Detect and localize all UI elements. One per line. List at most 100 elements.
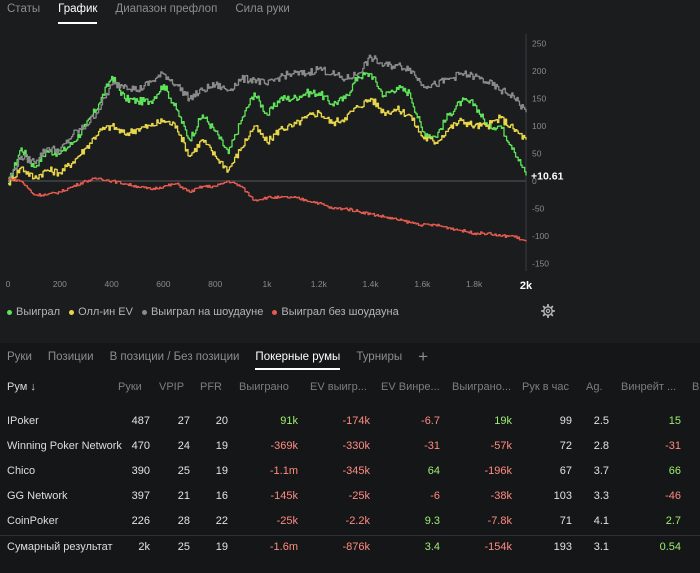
column-header-room[interactable]: Рум ↓ bbox=[7, 381, 36, 393]
ev-won-cell: -876k bbox=[342, 541, 370, 553]
tab-hand-strength[interactable]: Сила руки bbox=[235, 3, 290, 15]
hands-cell: 2k bbox=[138, 541, 150, 553]
y-tick-label: -150 bbox=[532, 259, 549, 269]
room-name: Winning Poker Network bbox=[7, 440, 122, 452]
column-header-ev-winrate[interactable]: EV Винре... bbox=[381, 381, 440, 393]
tab-preflop-range[interactable]: Диапазон префлоп bbox=[115, 3, 218, 15]
bottom-tab-bar: Руки Позиции В позиции / Без позиции Пок… bbox=[0, 343, 428, 371]
chart-legend: Выиграл Олл-ин EV Выиграл на шоудауне Вы… bbox=[7, 306, 399, 318]
table-header: Рум ↓ Руки VPIP PFR Выиграно EV выигр...… bbox=[0, 374, 700, 402]
legend-item-allin-ev[interactable]: Олл-ин EV bbox=[69, 306, 133, 318]
y-tick-label: 0 bbox=[532, 176, 537, 186]
table-row[interactable]: IPoker 487 27 20 91k -174k -6.7 19k 99 2.5 15 bbox=[0, 409, 700, 434]
legend-item-won[interactable]: Выиграл bbox=[7, 306, 60, 318]
tab-positions[interactable]: Позиции bbox=[47, 351, 94, 363]
tab-tournaments[interactable]: Турниры bbox=[356, 351, 403, 363]
vpip-cell: 28 bbox=[177, 515, 190, 527]
pfr-cell: 19 bbox=[215, 541, 228, 553]
ev-won-cell: -174k bbox=[342, 415, 370, 427]
won-2-cell: -196k bbox=[484, 465, 512, 477]
ev-winrate-cell: 64 bbox=[427, 465, 440, 477]
y-tick-label: 50 bbox=[532, 149, 542, 159]
hands-cell: 390 bbox=[131, 465, 150, 477]
vpip-cell: 25 bbox=[177, 541, 190, 553]
x-tick-label: 400 bbox=[105, 279, 119, 289]
x-tick-label: 1.2k bbox=[311, 279, 328, 289]
winrate-cell: 15 bbox=[668, 415, 681, 427]
aggression-cell: 3.3 bbox=[593, 490, 609, 502]
tab-hands[interactable]: Руки bbox=[7, 351, 32, 363]
ev-won-cell: -25k bbox=[348, 490, 370, 502]
x-tick-label: 1.4k bbox=[363, 279, 380, 289]
column-header-hands-per-hour[interactable]: Рук в час bbox=[522, 381, 569, 393]
tab-graph[interactable]: График bbox=[58, 0, 98, 24]
winnings-chart[interactable]: 250 200 150 100 50 0 -50 -100 -150 0 200 400 600 800 1… bbox=[0, 20, 700, 300]
won-cell: -369k bbox=[270, 440, 298, 452]
won-cell: 91k bbox=[280, 415, 298, 427]
legend-label: Выиграл без шоудауна bbox=[281, 306, 399, 318]
winrate-cell: 0.54 bbox=[659, 541, 681, 553]
pfr-cell: 19 bbox=[215, 465, 228, 477]
column-header-won[interactable]: Выиграно bbox=[239, 381, 289, 393]
summary-divider bbox=[0, 535, 700, 536]
ev-won-cell: -345k bbox=[342, 465, 370, 477]
column-header-won-2[interactable]: Выиграно... bbox=[452, 381, 511, 393]
y-tick-label: -100 bbox=[532, 231, 549, 241]
won-2-cell: -38k bbox=[490, 490, 512, 502]
legend-dot bbox=[141, 309, 147, 315]
column-header-winrate[interactable]: Винрейт ... bbox=[621, 381, 677, 393]
x-tick-label: 1.6k bbox=[414, 279, 431, 289]
ev-winrate-cell: 3.4 bbox=[424, 541, 440, 553]
ev-winrate-cell: -31 bbox=[424, 440, 440, 452]
y-tick-label: 250 bbox=[532, 39, 546, 49]
hands-per-hour-cell: 193 bbox=[553, 541, 572, 553]
hands-per-hour-cell: 103 bbox=[553, 490, 572, 502]
column-header-ev-won[interactable]: EV выигр... bbox=[310, 381, 367, 393]
summary-row[interactable]: Сумарный результат 2k 25 19 -1.6m -876k 3.4 -15… bbox=[0, 535, 700, 560]
won-2-cell: -57k bbox=[490, 440, 512, 452]
table-row[interactable]: Winning Poker Network 470 24 19 -369k -330k -3… bbox=[0, 434, 700, 459]
aggression-cell: 2.8 bbox=[593, 440, 609, 452]
add-tab-button[interactable]: + bbox=[418, 347, 429, 366]
table-row[interactable]: Chico 390 25 19 -1.1m -345k 64 -196k 67 3.7 66 bbox=[0, 459, 700, 484]
x-tick-label: 0 bbox=[6, 279, 11, 289]
hands-per-hour-cell: 72 bbox=[559, 440, 572, 452]
table-row[interactable]: GG Network 397 21 16 -145k -25k -6 -38k 103 3.3 -4… bbox=[0, 484, 700, 509]
pfr-cell: 22 bbox=[215, 515, 228, 527]
series-line bbox=[8, 177, 527, 242]
hands-cell: 226 bbox=[131, 515, 150, 527]
won-cell: -1.1m bbox=[269, 465, 298, 477]
ev-won-cell: -330k bbox=[342, 440, 370, 452]
gear-icon[interactable] bbox=[540, 303, 556, 319]
column-header-vpip[interactable]: VPIP bbox=[159, 381, 185, 393]
legend-item-showdown[interactable]: Выиграл на шоудауне bbox=[141, 306, 263, 318]
winrate-cell: -31 bbox=[665, 440, 681, 452]
column-header-extra[interactable]: В bbox=[692, 381, 700, 393]
aggression-cell: 3.1 bbox=[593, 541, 609, 553]
column-header-aggression[interactable]: Ag. bbox=[586, 381, 603, 393]
tab-in-out-position[interactable]: В позиции / Без позиции bbox=[109, 351, 240, 363]
tab-poker-rooms[interactable]: Покерные румы bbox=[255, 343, 340, 371]
room-name: GG Network bbox=[7, 490, 68, 502]
legend-label: Выиграл bbox=[16, 306, 61, 318]
legend-dot bbox=[272, 309, 278, 315]
vpip-cell: 21 bbox=[177, 490, 190, 502]
ev-winrate-cell: -6.7 bbox=[421, 415, 440, 427]
column-header-pfr[interactable]: PFR bbox=[200, 381, 222, 393]
won-cell: -145k bbox=[270, 490, 298, 502]
hands-per-hour-cell: 99 bbox=[559, 415, 572, 427]
legend-label: Олл-ин EV bbox=[78, 306, 133, 318]
stats-panel: Руки Позиции В позиции / Без позиции Пок… bbox=[0, 343, 700, 573]
room-name: Сумарный результат bbox=[7, 541, 113, 553]
column-header-hands[interactable]: Руки bbox=[118, 381, 142, 393]
winrate-cell: 2.7 bbox=[665, 515, 681, 527]
legend-item-non-showdown[interactable]: Выиграл без шоудауна bbox=[272, 306, 399, 318]
legend-dot bbox=[7, 309, 12, 315]
table-row[interactable]: CoinPoker 226 28 22 -25k -2.2k 9.3 -7.8k 71 4.1 2.… bbox=[0, 509, 700, 534]
won-2-cell: -7.8k bbox=[487, 515, 512, 527]
winrate-cell: 66 bbox=[668, 465, 681, 477]
top-tab-bar: Статы График Диапазон префлоп Сила руки bbox=[0, 0, 700, 24]
pfr-cell: 20 bbox=[215, 415, 228, 427]
tab-stats[interactable]: Статы bbox=[7, 3, 41, 15]
won-cell: -25k bbox=[276, 515, 298, 527]
